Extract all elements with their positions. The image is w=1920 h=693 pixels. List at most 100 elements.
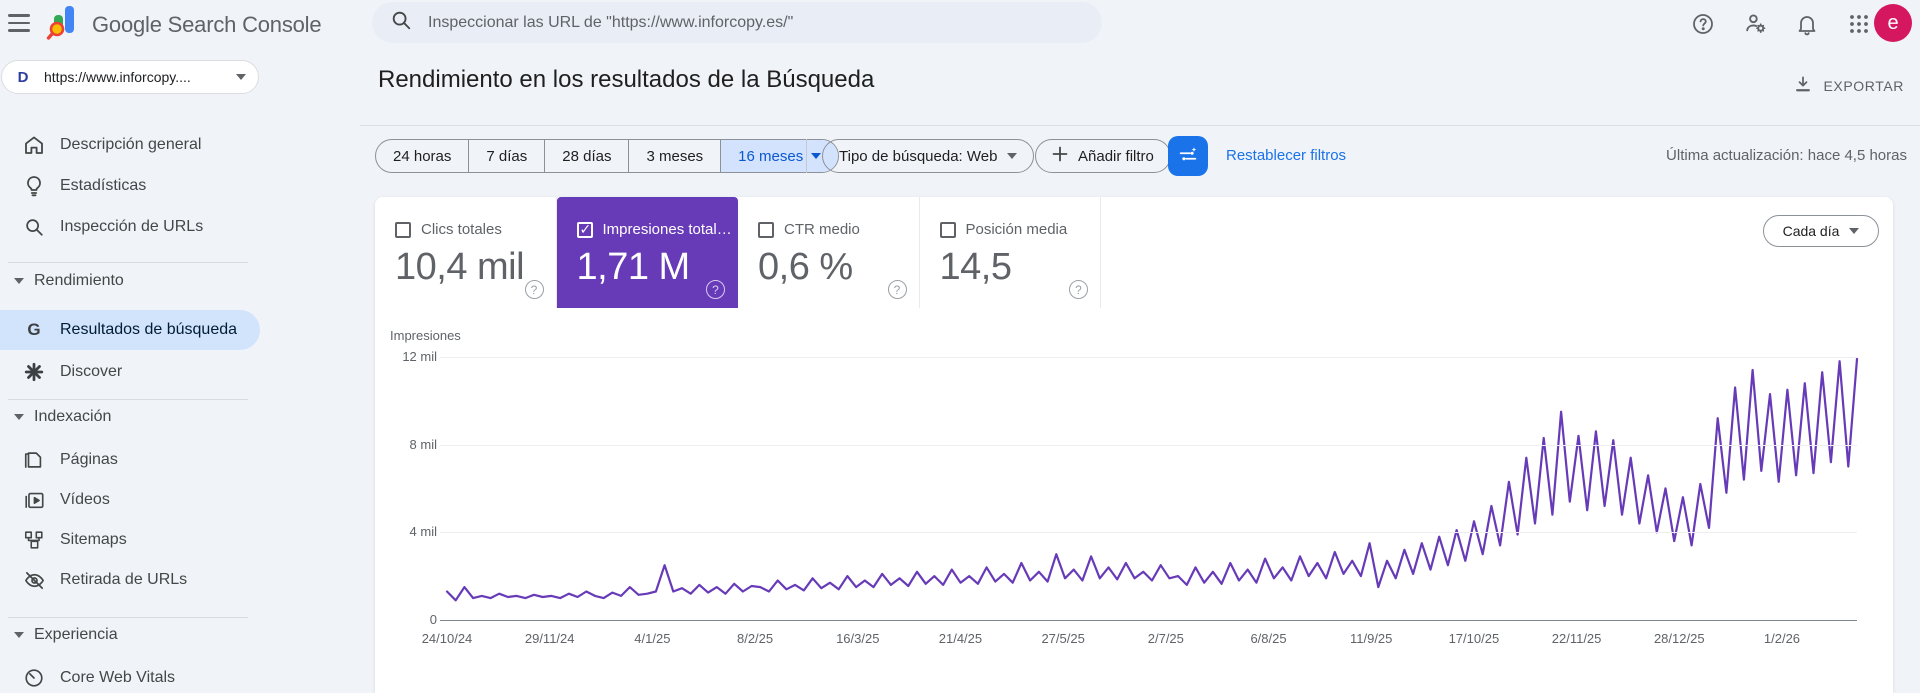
chart-xtick-label: 22/11/25 xyxy=(1551,631,1602,646)
sidebar-item-label: Inspección de URLs xyxy=(60,218,204,235)
app-logo[interactable]: Google Search Console xyxy=(46,3,322,46)
sidebar-item-pages[interactable]: Páginas xyxy=(0,440,260,480)
sidebar-item-insights[interactable]: Estadísticas xyxy=(0,166,260,206)
pages-icon xyxy=(22,448,46,472)
sidebar-divider xyxy=(8,399,248,400)
download-icon xyxy=(1793,74,1813,97)
impressions-line-chart[interactable] xyxy=(445,340,1859,620)
sidebar-item-label: Sitemaps xyxy=(60,531,127,548)
sidebar-item-label: Estadísticas xyxy=(60,177,147,194)
discover-asterisk-icon xyxy=(22,360,46,384)
sidebar-item-label: Retirada de URLs xyxy=(60,571,188,588)
chart-xtick-label: 28/12/25 xyxy=(1653,631,1705,646)
chevron-down-icon xyxy=(14,414,24,420)
metric-value: 1,71 M xyxy=(576,246,691,288)
reset-filters-link[interactable]: Restablecer filtros xyxy=(1226,147,1347,164)
sidebar-item-url-inspection[interactable]: Inspección de URLs xyxy=(0,207,260,247)
sidebar-item-url-removals[interactable]: Retirada de URLs xyxy=(0,560,260,600)
metric-label: CTR medio xyxy=(784,221,860,238)
notifications-bell-icon[interactable] xyxy=(1794,11,1820,37)
sidebar-group-label: Rendimiento xyxy=(34,272,124,289)
chart-xtick-label: 6/8/25 xyxy=(1250,631,1287,646)
checkbox-checked[interactable] xyxy=(576,221,593,238)
range-24h-button[interactable]: 24 horas xyxy=(393,147,452,165)
property-favicon: D xyxy=(12,66,34,88)
sidebar-group-indexing[interactable]: Indexación xyxy=(14,408,111,426)
chart-ytick-label: 4 mil xyxy=(409,524,437,540)
help-circle-icon[interactable]: ? xyxy=(524,280,544,299)
tune-sparkle-icon xyxy=(1179,147,1197,161)
plus-icon xyxy=(1052,146,1068,166)
chart-xtick-label: 11/9/25 xyxy=(1349,631,1393,646)
google-g-icon: G xyxy=(27,320,41,339)
hamburger-menu-icon[interactable] xyxy=(8,9,38,37)
chevron-down-icon xyxy=(14,278,24,284)
chart-gridline xyxy=(440,532,1857,534)
metric-card-position[interactable]: Posición media 14,5 ? xyxy=(920,197,1101,308)
add-filter-chip[interactable]: Añadir filtro xyxy=(1035,139,1171,173)
sidebar-item-overview[interactable]: Descripción general xyxy=(0,125,260,165)
chart-xtick-label: 1/2/26 xyxy=(1763,631,1801,646)
sidebar-item-label: Vídeos xyxy=(60,491,110,508)
chart-gridline xyxy=(440,444,1857,446)
sidebar-item-label: Discover xyxy=(60,363,123,380)
chart-x-axis xyxy=(440,620,1857,621)
url-inspection-input[interactable] xyxy=(428,13,1084,32)
metric-value: 14,5 xyxy=(939,246,1012,288)
home-icon xyxy=(22,133,46,157)
sidebar-item-discover[interactable]: Discover xyxy=(0,352,260,392)
export-button[interactable]: EXPORTAR xyxy=(1793,74,1904,97)
help-circle-icon[interactable]: ? xyxy=(1069,280,1088,299)
chart-axis-title: Impresiones xyxy=(390,328,461,343)
account-avatar[interactable]: e xyxy=(1874,4,1912,42)
range-28d-button[interactable]: 28 días xyxy=(544,140,628,172)
filter-separator xyxy=(806,139,807,173)
google-apps-grid-icon[interactable] xyxy=(1846,11,1872,37)
range-16m-button[interactable]: 16 meses xyxy=(720,140,839,172)
search-type-label: Tipo de búsqueda: Web xyxy=(839,147,998,165)
sidebar-item-core-web-vitals[interactable]: Core Web Vitals xyxy=(0,658,260,693)
checkbox-unchecked[interactable] xyxy=(939,221,956,238)
metric-value: 10,4 mil xyxy=(395,246,525,288)
help-icon[interactable] xyxy=(1690,11,1716,37)
granularity-label: Cada día xyxy=(1782,223,1840,239)
range-3m-button[interactable]: 3 meses xyxy=(628,140,720,172)
header-divider xyxy=(360,125,1920,126)
url-inspection-searchbar[interactable] xyxy=(372,2,1102,43)
search-type-filter-chip[interactable]: Tipo de búsqueda: Web xyxy=(822,139,1035,173)
metric-card-impressions[interactable]: Impresiones total… 1,71 M ? xyxy=(556,197,738,308)
topbar-actions xyxy=(1690,0,1872,47)
chevron-down-icon xyxy=(1849,228,1860,234)
user-settings-icon[interactable] xyxy=(1742,11,1768,37)
metric-card-ctr[interactable]: CTR medio 0,6 % ? xyxy=(738,197,920,308)
checkbox-unchecked[interactable] xyxy=(395,221,411,238)
chevron-down-icon xyxy=(236,74,246,80)
impressions-line xyxy=(445,357,1859,602)
granularity-dropdown[interactable]: Cada día xyxy=(1763,215,1879,247)
page-title: Rendimiento en los resultados de la Búsq… xyxy=(378,66,875,93)
property-selector[interactable]: D https://www.inforcopy.... xyxy=(1,60,259,94)
sidebar-item-search-results[interactable]: G Resultados de búsqueda xyxy=(0,310,260,350)
sidebar-group-performance[interactable]: Rendimiento xyxy=(14,272,124,290)
sidebar-item-sitemaps[interactable]: Sitemaps xyxy=(0,520,260,560)
checkbox-unchecked[interactable] xyxy=(758,221,774,238)
speedometer-icon xyxy=(22,666,46,690)
help-circle-icon[interactable]: ? xyxy=(706,280,725,299)
add-filter-label: Añadir filtro xyxy=(1078,147,1154,165)
chart-xtick-label: 27/5/25 xyxy=(1041,631,1085,646)
magnifier-icon xyxy=(22,215,46,239)
sidebar-group-label: Experiencia xyxy=(34,626,118,643)
metric-label: Clics totales xyxy=(421,221,502,238)
sidebar-divider xyxy=(8,617,248,618)
range-7d-button[interactable]: 7 días xyxy=(468,140,544,172)
chart-xtick-label: 29/11/24 xyxy=(524,631,575,646)
chevron-down-icon xyxy=(14,632,24,638)
sidebar-group-experience[interactable]: Experiencia xyxy=(14,626,118,644)
search-icon xyxy=(390,9,412,36)
filter-presets-button[interactable] xyxy=(1168,136,1208,176)
help-circle-icon[interactable]: ? xyxy=(887,280,907,299)
search-console-logo-icon xyxy=(46,3,80,46)
metric-card-clicks[interactable]: Clics totales 10,4 mil ? xyxy=(375,197,557,308)
sidebar-item-videos[interactable]: Vídeos xyxy=(0,480,260,520)
